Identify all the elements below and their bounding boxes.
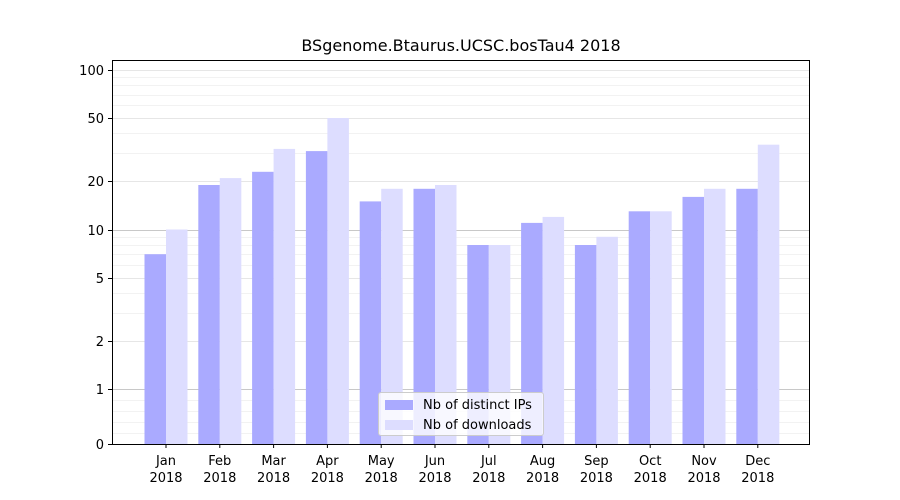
legend-label-ips: Nb of distinct IPs xyxy=(423,397,532,413)
y-tick-label: 5 xyxy=(96,272,104,287)
x-axis: Jan 2018 Feb 2018 Mar 2018 Apr 2018 May 2018 Jun 20… xyxy=(149,444,774,486)
bar-downloads xyxy=(704,188,726,444)
bar-distinct-ips xyxy=(305,151,328,444)
x-tick-label-month: May xyxy=(368,454,395,469)
bar-downloads xyxy=(219,178,242,444)
x-tick-label-year: 2018 xyxy=(149,471,182,486)
x-tick-label-year: 2018 xyxy=(418,471,451,486)
y-tick-label: 50 xyxy=(87,112,104,127)
x-tick-label-month: Apr xyxy=(316,454,339,469)
bar-downloads xyxy=(273,148,296,444)
bar-distinct-ips xyxy=(682,196,704,444)
legend-item-ips: Nb of distinct IPs xyxy=(385,397,532,413)
bar-downloads xyxy=(757,144,780,444)
bar-distinct-ips xyxy=(413,188,435,444)
x-tick-label-month: Dec xyxy=(745,454,770,469)
bar-distinct-ips xyxy=(574,245,597,444)
x-tick-label-month: Nov xyxy=(691,454,717,469)
legend-label-downloads: Nb of downloads xyxy=(423,417,532,433)
x-tick-label-year: 2018 xyxy=(634,471,667,486)
y-tick-label: 10 xyxy=(87,224,104,239)
bar-distinct-ips xyxy=(198,185,220,444)
x-tick-label-month: Jun xyxy=(424,454,445,469)
y-tick-label: 2 xyxy=(96,335,104,350)
x-tick-label-year: 2018 xyxy=(472,471,505,486)
bar-downloads xyxy=(542,216,565,444)
x-tick-label-month: Aug xyxy=(530,454,555,469)
bar-downloads xyxy=(327,118,349,444)
bar-downloads xyxy=(596,236,618,444)
legend-swatch-ips xyxy=(385,400,413,410)
bar-downloads xyxy=(435,185,457,444)
x-tick-label-month: Mar xyxy=(261,454,286,469)
y-tick-label: 100 xyxy=(79,64,104,79)
bar-distinct-ips xyxy=(144,254,166,444)
x-tick-label-year: 2018 xyxy=(257,471,290,486)
x-tick-label-year: 2018 xyxy=(687,471,720,486)
x-tick-label-month: Jan xyxy=(155,454,176,469)
bar-downloads xyxy=(166,229,188,444)
bar-downloads xyxy=(381,188,403,444)
x-tick-label-year: 2018 xyxy=(203,471,236,486)
x-tick-label-month: Feb xyxy=(208,454,231,469)
y-tick-label: 20 xyxy=(87,175,104,190)
bar-distinct-ips xyxy=(359,201,382,444)
x-tick-label-year: 2018 xyxy=(365,471,398,486)
legend-item-downloads: Nb of downloads xyxy=(385,417,531,433)
y-tick-label: 1 xyxy=(96,383,104,398)
bar-distinct-ips xyxy=(736,188,758,444)
y-axis: 0 1 2 5 10 20 50 100 xyxy=(79,64,112,453)
bar-distinct-ips xyxy=(628,211,651,444)
legend: Nb of distinct IPs Nb of downloads xyxy=(378,392,544,436)
bars xyxy=(144,118,780,445)
x-tick-label-year: 2018 xyxy=(741,471,774,486)
x-tick-label-year: 2018 xyxy=(311,471,344,486)
x-tick-label-month: Sep xyxy=(584,454,609,469)
x-tick-label-month: Oct xyxy=(639,454,661,469)
plot-frame xyxy=(112,60,810,445)
bar-distinct-ips xyxy=(521,222,543,444)
x-tick-label-year: 2018 xyxy=(526,471,559,486)
x-tick-label-month: Jul xyxy=(480,454,497,469)
legend-swatch-downloads xyxy=(385,420,413,430)
x-tick-label-year: 2018 xyxy=(580,471,613,486)
y-tick-label: 0 xyxy=(96,438,104,453)
chart-title: BSgenome.Btaurus.UCSC.bosTau4 2018 xyxy=(301,36,620,55)
bar-distinct-ips xyxy=(252,171,274,445)
bar-downloads xyxy=(650,211,672,444)
